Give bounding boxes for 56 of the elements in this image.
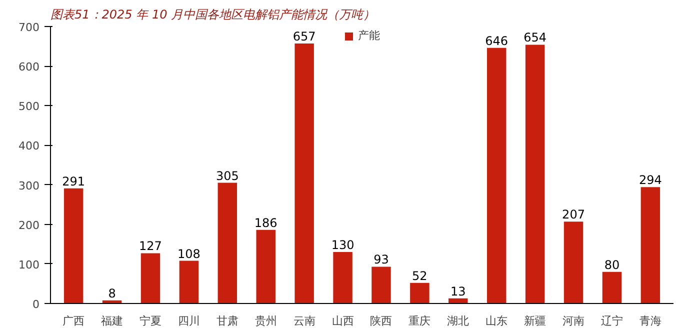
- y-tick-label: 700: [18, 21, 40, 34]
- x-tick-label: 湖北: [447, 314, 470, 328]
- bar: [372, 266, 391, 304]
- data-label: 657: [292, 30, 316, 44]
- y-tick-label: 0: [32, 298, 40, 311]
- bar: [218, 182, 238, 304]
- bar: [179, 260, 199, 304]
- x-tick-label: 甘肃: [216, 314, 238, 328]
- x-tick-label: 四川: [178, 314, 200, 328]
- bar: [256, 230, 276, 304]
- bar: [64, 188, 84, 304]
- y-tick-label: 200: [18, 218, 40, 232]
- y-tick-label: 100: [18, 258, 40, 272]
- bar: [564, 222, 584, 304]
- y-tick-label: 500: [18, 100, 40, 114]
- data-label: 108: [177, 246, 200, 261]
- data-label: 13: [450, 284, 466, 298]
- y-tick-label: 400: [18, 140, 40, 153]
- data-label: 207: [562, 208, 585, 222]
- bar: [525, 44, 545, 304]
- bar: [294, 44, 314, 304]
- bar: [602, 272, 622, 304]
- data-label: 646: [485, 34, 508, 48]
- data-label: 93: [374, 252, 389, 267]
- data-label: 186: [254, 216, 278, 230]
- x-tick-label: 宁夏: [139, 314, 162, 328]
- data-label: 291: [62, 174, 86, 188]
- bar: [486, 48, 506, 304]
- x-tick-label: 山西: [332, 314, 354, 328]
- x-tick-label: 贵州: [254, 314, 277, 328]
- data-label: 294: [638, 173, 662, 188]
- x-tick-label: 云南: [293, 314, 316, 328]
- data-label: 52: [412, 268, 428, 283]
- x-tick-label: 重庆: [408, 314, 431, 328]
- data-label: 8: [108, 286, 116, 300]
- y-tick-label: 300: [18, 179, 40, 192]
- x-tick-label: 陕西: [370, 314, 392, 328]
- bar: [333, 252, 352, 304]
- data-label: 654: [524, 30, 547, 45]
- y-tick-label: 600: [18, 60, 40, 74]
- x-tick-label: 广西: [62, 314, 85, 328]
- x-tick-label: 新疆: [524, 314, 546, 328]
- chart-title: 图表51：2025 年 10 月中国各地区电解铝产能情况（万吨）: [50, 8, 376, 22]
- data-label: 127: [139, 239, 162, 254]
- x-tick-label: 辽宁: [600, 314, 623, 328]
- legend-label: 产能: [358, 28, 380, 43]
- data-label: 305: [216, 168, 239, 183]
- bar: [140, 253, 160, 304]
- bar: [410, 282, 430, 304]
- x-tick-label: 青海: [639, 314, 662, 328]
- data-label: 80: [604, 258, 620, 272]
- bar: [640, 187, 660, 304]
- x-tick-label: 山东: [486, 314, 508, 328]
- x-tick-label: 福建: [101, 314, 124, 328]
- data-label: 130: [331, 238, 354, 252]
- x-tick-label: 河南: [562, 314, 585, 328]
